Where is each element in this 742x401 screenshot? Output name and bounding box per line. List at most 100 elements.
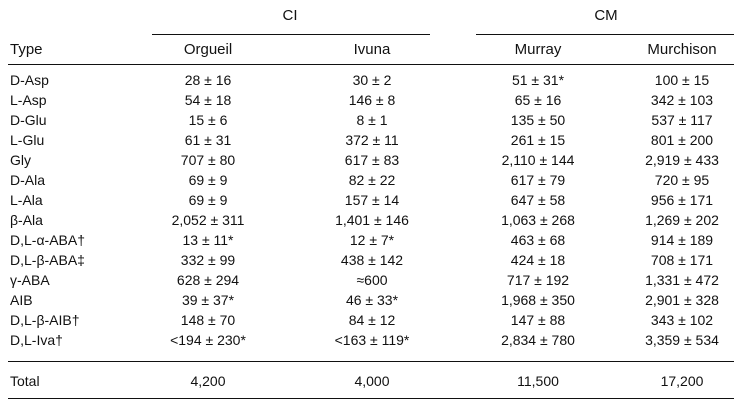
cell-murray: 424 ± 18 [510, 252, 566, 268]
cell-orgueil: 628 ± 294 [176, 272, 240, 288]
cell-ivuna: 1,401 ± 146 [335, 212, 409, 228]
cell-ivuna: 146 ± 8 [348, 92, 396, 108]
row-label: AIB [10, 292, 33, 308]
cell-orgueil: 39 ± 37* [181, 292, 235, 308]
cell-ivuna: 617 ± 83 [344, 152, 400, 168]
row-label: β-Ala [10, 212, 43, 228]
cell-murchison: 801 ± 200 [650, 132, 714, 148]
cell-murray: 1,968 ± 350 [501, 292, 575, 308]
table-row: AIB 39 ± 37* 46 ± 33* 1,968 ± 350 2,901 … [0, 290, 742, 310]
cell-ivuna: ≈600 [356, 272, 388, 288]
cell-orgueil: 148 ± 70 [180, 312, 236, 328]
cell-ivuna: 12 ± 7* [349, 232, 395, 248]
cell-orgueil: 69 ± 9 [188, 192, 228, 208]
total-rule [8, 361, 734, 362]
cell-orgueil: 332 ± 99 [180, 252, 236, 268]
cell-ivuna: 8 ± 1 [356, 112, 388, 128]
total-label: Total [10, 373, 40, 389]
cell-murchison: 708 ± 171 [650, 252, 714, 268]
header-rule [8, 64, 734, 65]
cell-ivuna: 438 ± 142 [340, 252, 404, 268]
table-row: D,L-β-ABA‡ 332 ± 99 438 ± 142 424 ± 18 7… [0, 250, 742, 270]
cell-murray: 51 ± 31* [511, 72, 565, 88]
cell-orgueil: <194 ± 230* [170, 332, 246, 348]
table-row: L-Asp 54 ± 18 146 ± 8 65 ± 16 342 ± 103 [0, 90, 742, 110]
cell-orgueil: 13 ± 11* [182, 232, 234, 248]
bottom-rule [8, 398, 734, 399]
cell-murchison: 100 ± 15 [654, 72, 710, 88]
table-row: D,L-β-AIB† 148 ± 70 84 ± 12 147 ± 88 343… [0, 310, 742, 330]
cell-murchison: 3,359 ± 534 [645, 332, 719, 348]
cell-murchison: 1,331 ± 472 [645, 272, 719, 288]
table-row: D-Glu 15 ± 6 8 ± 1 135 ± 50 537 ± 117 [0, 110, 742, 130]
column-header-murchison: Murchison [647, 41, 717, 58]
cell-murray: 65 ± 16 [514, 92, 562, 108]
total-murchison: 17,200 [660, 373, 704, 389]
group-rule-ci [152, 34, 430, 35]
table-row: β-Ala 2,052 ± 311 1,401 ± 146 1,063 ± 26… [0, 210, 742, 230]
row-label: Gly [10, 152, 31, 168]
table-row: D,L-α-ABA† 13 ± 11* 12 ± 7* 463 ± 68 914… [0, 230, 742, 250]
cell-murray: 147 ± 88 [510, 312, 566, 328]
cell-murray: 135 ± 50 [510, 112, 566, 128]
cell-ivuna: 82 ± 22 [348, 172, 396, 188]
row-label: D-Asp [10, 72, 49, 88]
cell-murchison: 956 ± 171 [650, 192, 714, 208]
row-label: D-Ala [10, 172, 46, 188]
cell-murray: 2,110 ± 144 [501, 152, 575, 168]
column-header-ivuna: Ivuna [353, 41, 391, 58]
cell-orgueil: 61 ± 31 [184, 132, 232, 148]
cell-murray: 647 ± 58 [510, 192, 566, 208]
cell-ivuna: 30 ± 2 [352, 72, 392, 88]
cell-murray: 1,063 ± 268 [501, 212, 575, 228]
cell-ivuna: 157 ± 14 [344, 192, 400, 208]
table-row: L-Glu 61 ± 31 372 ± 11 261 ± 15 801 ± 20… [0, 130, 742, 150]
total-murray: 11,500 [517, 373, 559, 389]
column-header-murray: Murray [514, 41, 562, 58]
row-label: D,L-Iva† [10, 332, 63, 348]
total-orgueil: 4,200 [190, 373, 226, 389]
column-header-orgueil: Orgueil [183, 41, 233, 58]
cell-ivuna: 84 ± 12 [348, 312, 396, 328]
table-row: γ-ABA 628 ± 294 ≈600 717 ± 192 1,331 ± 4… [0, 270, 742, 290]
cell-orgueil: 54 ± 18 [184, 92, 232, 108]
total-ivuna: 4,000 [354, 373, 390, 389]
cell-murchison: 537 ± 117 [651, 112, 713, 128]
cell-ivuna: 372 ± 11 [345, 132, 399, 148]
cell-murray: 261 ± 15 [510, 132, 566, 148]
cell-orgueil: 2,052 ± 311 [171, 212, 245, 228]
column-header-type: Type [10, 41, 43, 58]
cell-ivuna: <163 ± 119* [334, 332, 410, 348]
total-row: Total 4,200 4,000 11,500 17,200 [0, 371, 742, 391]
cell-murchison: 914 ± 189 [650, 232, 714, 248]
cell-murchison: 2,901 ± 328 [645, 292, 719, 308]
row-label: γ-ABA [10, 272, 50, 288]
cell-murray: 463 ± 68 [510, 232, 566, 248]
cell-murchison: 720 ± 95 [654, 172, 710, 188]
table-row: D,L-Iva† <194 ± 230* <163 ± 119* 2,834 ±… [0, 330, 742, 350]
cell-orgueil: 28 ± 16 [184, 72, 232, 88]
row-label: D-Glu [10, 112, 47, 128]
cell-murchison: 1,269 ± 202 [645, 212, 719, 228]
cell-orgueil: 707 ± 80 [180, 152, 236, 168]
cell-orgueil: 15 ± 6 [188, 112, 228, 128]
row-label: L-Glu [10, 132, 45, 148]
cell-murchison: 342 ± 103 [650, 92, 714, 108]
group-header-ci: CI [282, 7, 298, 24]
cell-orgueil: 69 ± 9 [188, 172, 228, 188]
cell-murchison: 343 ± 102 [650, 312, 714, 328]
row-label: D,L-β-AIB† [10, 312, 80, 328]
cell-murray: 717 ± 192 [506, 272, 570, 288]
row-label: D,L-β-ABA‡ [10, 252, 85, 268]
table-row: D-Ala 69 ± 9 82 ± 22 617 ± 79 720 ± 95 [0, 170, 742, 190]
cell-murray: 617 ± 79 [510, 172, 566, 188]
cell-murchison: 2,919 ± 433 [645, 152, 719, 168]
group-rule-cm [476, 34, 734, 35]
row-label: L-Ala [10, 192, 43, 208]
group-header-cm: CM [594, 7, 618, 24]
table-row: Gly 707 ± 80 617 ± 83 2,110 ± 144 2,919 … [0, 150, 742, 170]
cell-ivuna: 46 ± 33* [345, 292, 399, 308]
cell-murray: 2,834 ± 780 [501, 332, 575, 348]
row-label: D,L-α-ABA† [10, 232, 86, 248]
